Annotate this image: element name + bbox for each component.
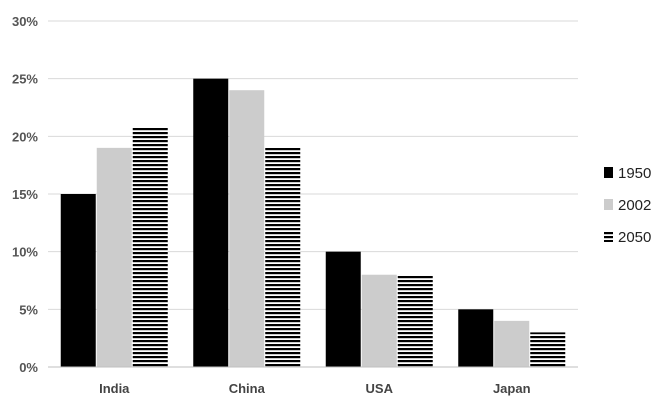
- legend-label-2002: 2002: [618, 197, 651, 214]
- bar-china-2050: [265, 147, 301, 367]
- x-axis-ticks: India China USA Japan: [99, 381, 531, 396]
- bar-usa-2002: [361, 274, 397, 367]
- legend-label-2050: 2050: [618, 229, 651, 246]
- y-tick-label: 5%: [19, 302, 38, 317]
- bar-india-2050: [132, 127, 168, 368]
- y-tick-label: 20%: [12, 129, 38, 144]
- legend-swatch-2002: [604, 199, 613, 210]
- x-tick-label: China: [229, 381, 266, 396]
- bar-usa-1950: [325, 251, 361, 367]
- bar-china-2002: [229, 90, 265, 367]
- legend-swatch-1950: [604, 167, 613, 178]
- legend: 1950 2002 2050: [604, 165, 651, 246]
- x-tick-label: Japan: [493, 381, 531, 396]
- y-tick-label: 0%: [19, 360, 38, 375]
- bar-japan-2050: [530, 332, 566, 367]
- legend-swatch-2050: [604, 231, 613, 242]
- bar-india-1950: [60, 194, 96, 367]
- bar-japan-2002: [494, 320, 530, 367]
- y-tick-label: 10%: [12, 245, 38, 260]
- y-tick-label: 30%: [12, 14, 38, 29]
- y-tick-label: 15%: [12, 187, 38, 202]
- bar-japan-1950: [458, 309, 494, 367]
- bars: [60, 78, 566, 368]
- x-tick-label: USA: [366, 381, 394, 396]
- legend-label-1950: 1950: [618, 165, 651, 182]
- y-axis-ticks: 0% 5% 10% 15% 20% 25% 30%: [12, 14, 38, 375]
- bar-usa-2050: [397, 274, 433, 367]
- bar-india-2002: [96, 147, 132, 367]
- x-tick-label: India: [99, 381, 130, 396]
- bar-china-1950: [193, 78, 229, 368]
- y-tick-label: 25%: [12, 72, 38, 87]
